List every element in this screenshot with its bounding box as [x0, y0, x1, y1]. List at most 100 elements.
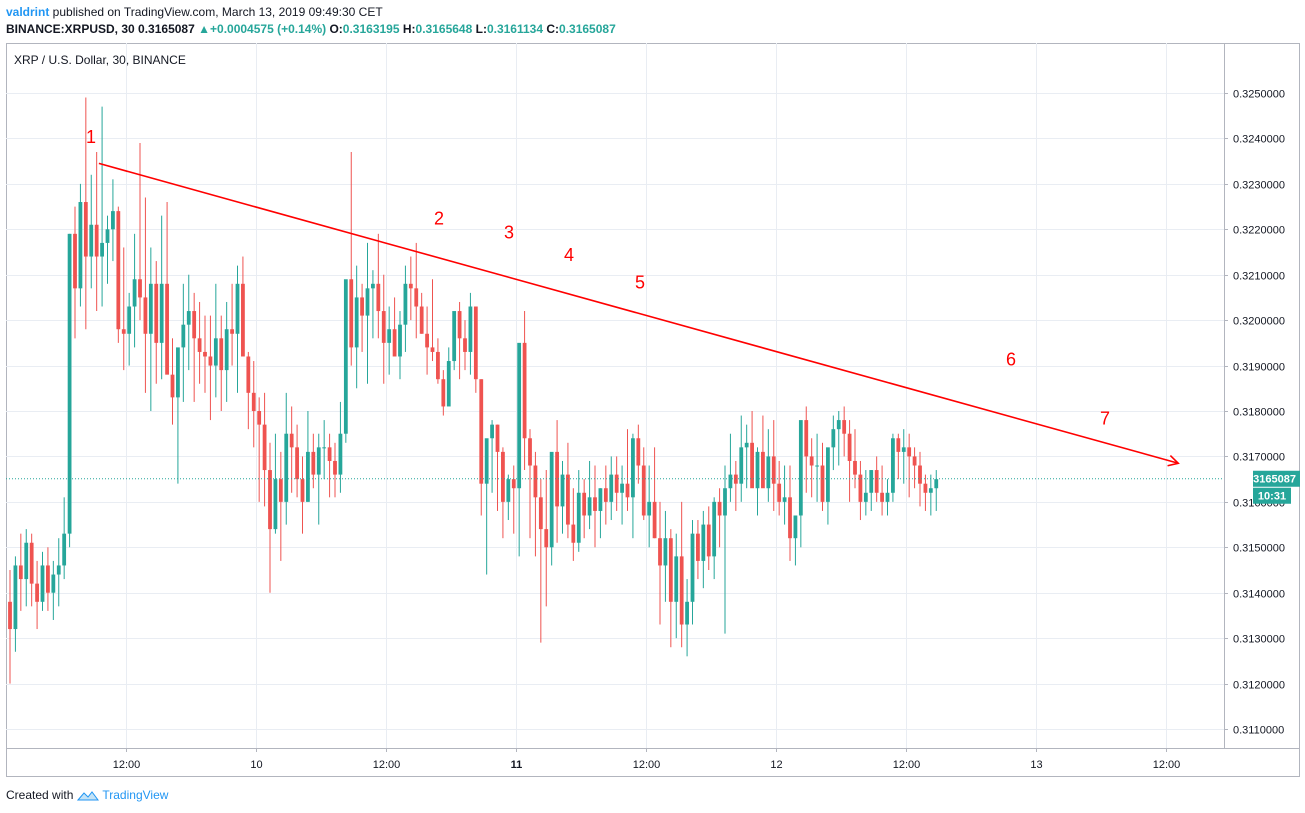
candle-body — [306, 451, 310, 502]
candle-body — [631, 438, 635, 498]
wave-label: 1 — [86, 127, 96, 147]
candle-body — [928, 488, 933, 493]
candle-body — [582, 492, 587, 516]
candle-body — [798, 420, 803, 516]
candle-body — [576, 492, 581, 543]
candle-body — [874, 470, 879, 493]
low-label: L: — [475, 22, 487, 36]
candle-body — [111, 211, 115, 230]
time-axis[interactable]: 12:00 10 12:00 11 12:00 12 12:00 13 12:00 — [113, 748, 1181, 771]
candle-body — [571, 524, 576, 543]
open-value: 0.3163195 — [342, 22, 400, 36]
candle-body — [78, 202, 83, 289]
candle-body — [338, 433, 343, 475]
candle-body — [295, 447, 299, 480]
y-tick-label: 0.3180000 — [1233, 407, 1285, 419]
candle-body — [284, 433, 289, 502]
candle-body — [311, 451, 316, 475]
candle-body — [452, 311, 457, 362]
y-tick-label: 0.3130000 — [1233, 634, 1285, 646]
candle-body — [457, 311, 462, 339]
candle-body — [842, 420, 847, 434]
publish-info: valdrint published on TradingView.com, M… — [6, 4, 383, 20]
candle-body — [192, 311, 197, 339]
wave-label: 3 — [504, 222, 514, 242]
candle-body — [674, 556, 679, 602]
x-tick-label: 12:00 — [113, 759, 141, 771]
candle-body — [923, 483, 928, 493]
current-price-value: 0.3165087 — [1244, 474, 1296, 486]
publish-text: published on TradingView.com, March 13, … — [49, 5, 383, 19]
candle-body — [652, 501, 657, 539]
candle-body — [143, 297, 148, 334]
candle-body — [165, 283, 169, 375]
candle-body — [728, 474, 733, 489]
candle-body — [815, 465, 819, 467]
candle-body — [197, 338, 202, 352]
candle-body — [788, 497, 792, 539]
candle-body — [723, 488, 727, 516]
wave-label: 5 — [635, 272, 645, 292]
candle-body — [647, 501, 652, 516]
candle-body — [446, 361, 451, 407]
candle-body — [170, 374, 175, 398]
candle-body — [468, 306, 473, 352]
candle-body — [641, 465, 646, 516]
y-tick-label: 0.3220000 — [1233, 225, 1285, 237]
x-tick-label: 12:00 — [373, 759, 401, 771]
candle-body — [35, 583, 39, 602]
candle-body — [896, 438, 901, 452]
candle-body — [257, 411, 262, 425]
candle-body — [538, 497, 543, 530]
candle-body — [213, 338, 218, 366]
candle-body — [148, 283, 153, 334]
author-name[interactable]: valdrint — [6, 5, 50, 19]
candle-body — [181, 324, 186, 348]
x-tick-label: 12:00 — [893, 759, 921, 771]
candle-body — [392, 329, 397, 357]
candle-body — [186, 311, 191, 325]
candle-body — [360, 297, 364, 316]
candle-body — [880, 492, 884, 502]
candle-body — [495, 424, 500, 452]
tradingview-link[interactable]: TradingView — [77, 787, 168, 803]
candle-body — [13, 565, 18, 630]
candle-body — [333, 460, 337, 475]
candle-body — [918, 465, 922, 484]
y-tick-label: 0.3140000 — [1233, 589, 1285, 601]
candle-body — [603, 488, 608, 502]
candle-body — [668, 538, 673, 602]
current-price-tag: 0.3165087 10:31 — [1244, 470, 1300, 504]
candle-body — [354, 297, 359, 348]
y-tick-label: 0.3120000 — [1233, 680, 1285, 692]
candle-body — [278, 479, 283, 502]
candle-body — [224, 329, 229, 371]
tradingview-brand: TradingView — [102, 788, 169, 802]
candle-body — [376, 283, 381, 312]
candle-body — [663, 538, 668, 566]
candle-body — [24, 542, 29, 580]
x-tick-label: 12:00 — [633, 759, 661, 771]
last-price: 0.3165087 — [138, 22, 195, 36]
trendline-arrow-icon — [1167, 455, 1180, 467]
candle-body — [820, 465, 825, 502]
candle-body — [761, 451, 765, 489]
candle-body — [891, 438, 895, 493]
bar-countdown: 10:31 — [1258, 491, 1286, 503]
candle-body — [701, 524, 706, 561]
candle-body — [159, 283, 164, 343]
candle-body — [322, 447, 327, 449]
wave-label: 2 — [434, 209, 444, 229]
candle-body — [83, 202, 88, 257]
candle-body — [717, 501, 722, 516]
price-axis[interactable]: 0.3110000 0.3120000 0.3130000 0.3140000 0.31… — [1224, 89, 1285, 737]
overlay-layer: 1 2 3 4 5 6 7 — [6, 127, 1224, 480]
candle-body — [154, 283, 159, 343]
candle-body — [300, 479, 305, 502]
candle-body — [273, 479, 278, 530]
candles-layer — [8, 97, 939, 684]
tradingview-cloud-icon — [77, 791, 100, 801]
candle-body — [831, 429, 836, 448]
